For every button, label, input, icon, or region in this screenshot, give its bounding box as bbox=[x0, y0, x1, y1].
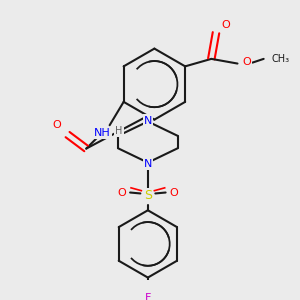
Text: CH₃: CH₃ bbox=[272, 54, 290, 64]
Text: O: O bbox=[242, 57, 251, 67]
Text: O: O bbox=[170, 188, 178, 197]
Text: H: H bbox=[115, 126, 123, 136]
Text: O: O bbox=[221, 20, 230, 30]
Text: NH: NH bbox=[94, 128, 110, 138]
Text: N: N bbox=[144, 158, 152, 169]
Text: O: O bbox=[117, 188, 126, 197]
Text: O: O bbox=[52, 120, 61, 130]
Text: S: S bbox=[144, 189, 152, 202]
Text: N: N bbox=[144, 116, 152, 126]
Text: F: F bbox=[145, 293, 151, 300]
